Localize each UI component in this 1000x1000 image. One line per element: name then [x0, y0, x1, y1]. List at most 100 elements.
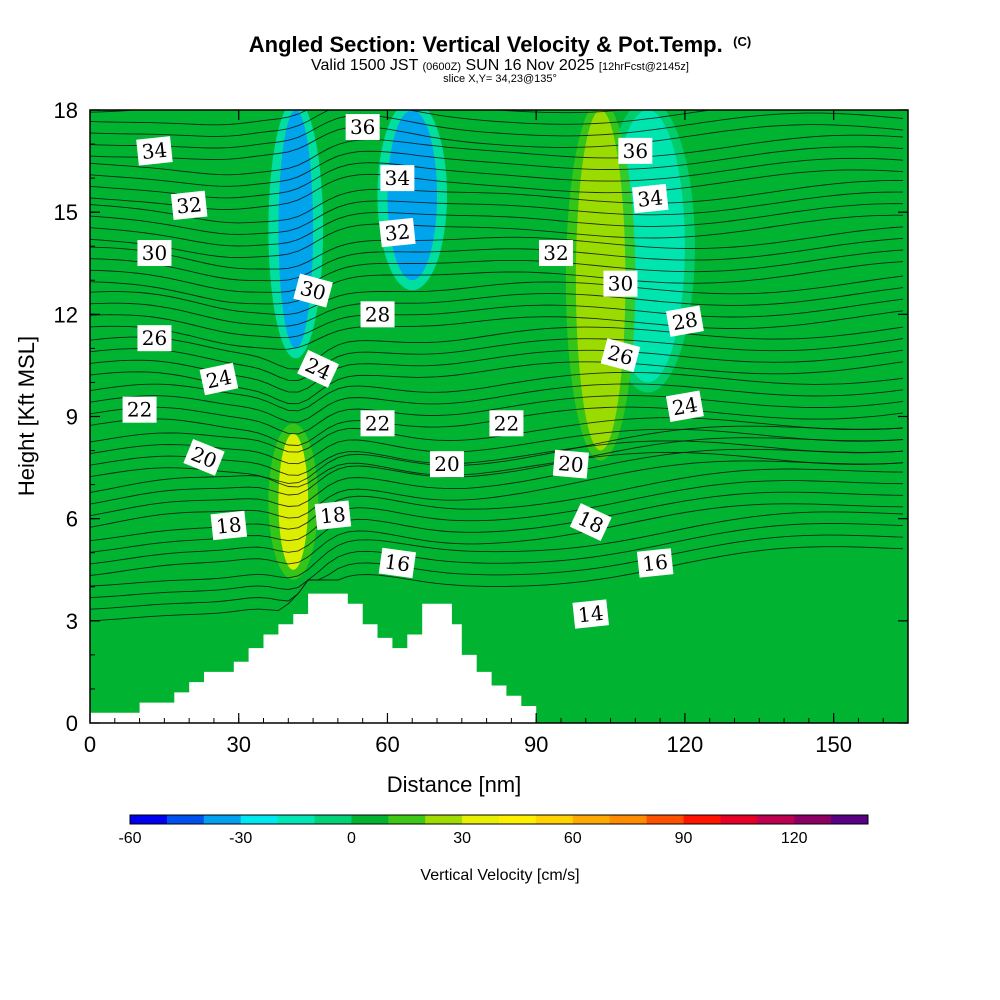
terrain — [90, 593, 537, 723]
colorbar-swatch — [130, 815, 168, 824]
isentrope-14 — [90, 534, 904, 610]
isentrope-32 — [90, 134, 904, 176]
plot-area: 3432302624222018363432302824222018163222… — [90, 45, 908, 723]
contour-label-box — [489, 410, 524, 437]
colorbar-swatch — [683, 815, 721, 824]
x-tick-label: 60 — [375, 732, 399, 757]
contour-label-25: 30 — [603, 270, 638, 297]
contour-label-14: 22 — [360, 410, 395, 437]
colorbar-tick-label: 90 — [675, 830, 693, 847]
contour-label-box — [636, 548, 674, 578]
valid-prefix: Valid 1500 JST — [311, 57, 419, 74]
colorbar-swatch — [388, 815, 426, 824]
contour-label-box — [600, 338, 641, 373]
isentrope-36 — [90, 110, 145, 113]
y-tick-label: 12 — [54, 302, 78, 327]
contour-label-1: 32 — [170, 190, 208, 221]
isentrope-18 — [90, 437, 904, 505]
isentrope-30 — [90, 180, 903, 224]
colorbar-swatch — [609, 815, 648, 824]
contour-label-box — [137, 240, 172, 267]
contour-label-29: 16 — [636, 548, 674, 578]
contour-label-box — [297, 349, 339, 388]
isentrope-30 — [90, 214, 903, 259]
contour-label-text: 16 — [641, 550, 669, 577]
contour-label-27: 28 — [665, 305, 704, 337]
contour-label-text: 20 — [557, 451, 584, 477]
valid-utc: (0600Z) — [422, 61, 462, 73]
contour-label-4: 24 — [199, 362, 239, 396]
contour-label-text: 14 — [577, 601, 605, 628]
colorbar: -60 -30 0 30 60 90 120 Vertical Velocity [cm/s] — [118, 814, 869, 884]
contour-label-box — [199, 362, 239, 396]
isentrope-18 — [90, 460, 904, 528]
isentrope-34 — [90, 110, 714, 137]
contour-label-text: 32 — [383, 219, 411, 246]
contour-label-box — [572, 599, 609, 629]
contour-label-text: 30 — [608, 272, 633, 296]
isentrope-26 — [90, 287, 904, 327]
contour-label-box — [379, 217, 416, 248]
contour-label-box — [539, 240, 574, 267]
contour-label-box — [170, 190, 208, 221]
contour-label-box — [210, 510, 248, 541]
y-axis-label: Height [Kft MSL] — [14, 336, 39, 496]
isentrope-14 — [90, 523, 904, 599]
contour-label-22: 14 — [572, 599, 609, 629]
colorbar-swatch — [277, 815, 315, 824]
contour-label-0: 34 — [136, 136, 173, 166]
y-tick-label: 18 — [54, 98, 78, 123]
contour-label-box — [360, 301, 395, 328]
contour-label-10: 32 — [379, 217, 416, 248]
contour-label-20: 20 — [552, 449, 589, 479]
colorbar-swatch — [499, 815, 537, 824]
contour-label-text: 36 — [623, 139, 648, 163]
isentrope-36 — [90, 45, 903, 78]
contour-label-8: 36 — [345, 114, 380, 141]
contour-label-9: 34 — [380, 165, 415, 192]
contour-label-18: 32 — [539, 240, 574, 267]
contour-label-box — [618, 137, 653, 164]
contour-label-text: 18 — [215, 512, 243, 539]
isentrope-22 — [90, 383, 904, 423]
contour-label-box — [380, 165, 415, 192]
isentrope-20 — [90, 451, 904, 488]
colorbar-swatch — [314, 815, 352, 824]
isentrope-28 — [90, 226, 904, 270]
copyright-mark: (C) — [733, 33, 752, 49]
contour-label-11: 30 — [293, 273, 333, 308]
isentrope-22 — [90, 371, 904, 412]
contour-label-7: 18 — [210, 510, 248, 541]
contour-label-16: 18 — [314, 500, 352, 530]
colorbar-swatch — [240, 815, 279, 824]
contour-label-text: 16 — [383, 549, 412, 576]
isentrope-18 — [90, 448, 904, 517]
isentrope-22 — [90, 395, 904, 435]
isentrope-26 — [90, 298, 904, 339]
contour-label-text: 36 — [350, 115, 375, 139]
x-tick-label: 150 — [815, 732, 852, 757]
isentrope-36 — [90, 56, 903, 89]
colorbar-swatch — [351, 815, 389, 824]
isentrope-30 — [90, 203, 904, 247]
colorbar-swatch — [646, 815, 684, 824]
x-tick-label: 30 — [226, 732, 250, 757]
isentrope-14 — [90, 546, 904, 622]
isentrope-32 — [90, 146, 904, 187]
y-tick-label: 9 — [66, 405, 78, 430]
contour-label-text: 32 — [543, 241, 568, 265]
contour-label-text: 22 — [127, 398, 152, 422]
contour-label-box — [631, 183, 669, 214]
contour-label-text: 24 — [204, 365, 234, 394]
colorbar-tick-label: -30 — [229, 830, 252, 847]
contour-label-text: 24 — [670, 392, 699, 420]
colorbar-swatch — [203, 815, 242, 824]
contour-label-15: 20 — [429, 451, 464, 478]
contour-label-5: 22 — [122, 396, 157, 423]
y-tick-label: 3 — [66, 609, 78, 634]
y-tick-label: 15 — [54, 200, 78, 225]
isentrope-20 — [90, 417, 904, 453]
contour-label-box — [345, 114, 380, 141]
